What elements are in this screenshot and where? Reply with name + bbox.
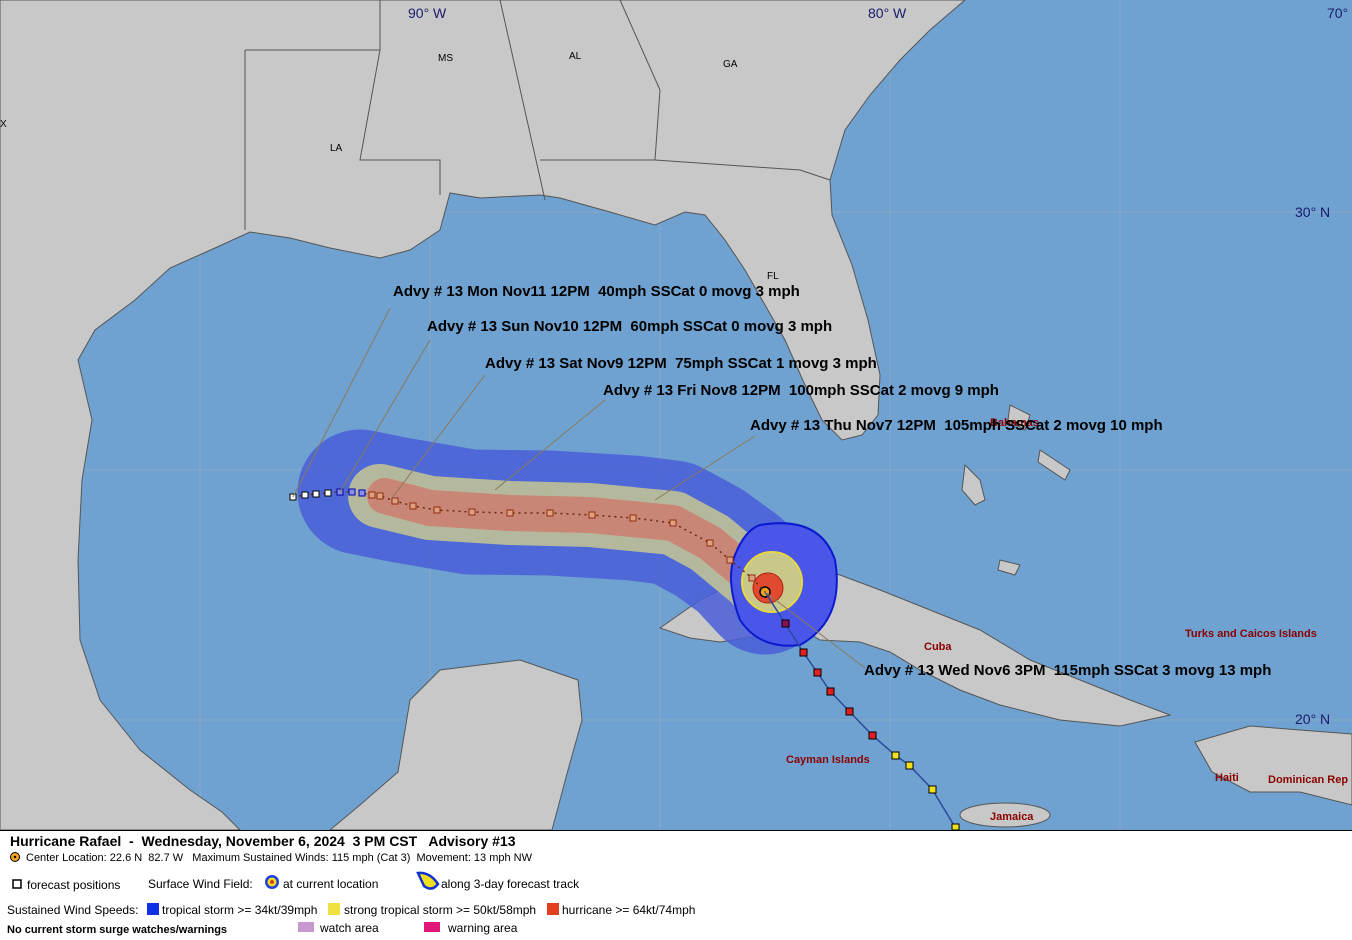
legend-item: hurricane >= 64kt/74mph — [562, 903, 695, 917]
advisory-label: Advy # 13 Sun Nov10 12PM 60mph SSCat 0 m… — [427, 318, 832, 335]
advisory-label: Advy # 13 Thu Nov7 12PM 105mph SSCat 2 m… — [750, 417, 1163, 434]
legend-item: Surface Wind Field: — [148, 877, 253, 891]
legend-title: Hurricane Rafael - Wednesday, November 6… — [10, 833, 516, 849]
current-wind-field — [730, 522, 838, 647]
state-label: X — [0, 119, 7, 130]
lon-label: 80° W — [868, 5, 907, 21]
place-label: Bahamas — [990, 417, 1039, 429]
land — [0, 0, 1352, 831]
legend-item: strong tropical storm >= 50kt/58mph — [344, 903, 536, 917]
legend-item: warning area — [447, 921, 518, 935]
lat-label: 20° N — [1295, 711, 1330, 727]
lon-label: 70° — [1327, 5, 1348, 21]
state-label: GA — [723, 59, 738, 70]
legend-item: No current storm surge watches/warnings — [7, 924, 227, 936]
advisory-label: Advy # 13 Fri Nov8 12PM 100mph SSCat 2 m… — [603, 382, 999, 399]
state-label: LA — [330, 143, 343, 154]
place-label: Cuba — [924, 641, 952, 653]
advisory-label: Advy # 13 Sat Nov9 12PM 75mph SSCat 1 mo… — [485, 355, 877, 372]
place-label: Cayman Islands — [786, 754, 870, 766]
place-label: Jamaica — [990, 811, 1034, 823]
legend-item: watch area — [319, 921, 379, 935]
leader-lines — [292, 307, 866, 669]
legend-item: Sustained Wind Speeds: — [7, 903, 138, 917]
center-info: Center Location: 22.6 N 82.7 W Maximum S… — [26, 852, 533, 864]
legend-item: forecast positions — [27, 878, 120, 892]
place-label: Haiti — [1215, 772, 1239, 784]
state-label: MS — [438, 53, 453, 64]
legend-item: along 3-day forecast track — [441, 877, 580, 891]
lon-label: 90° W — [408, 5, 447, 21]
legend-item: tropical storm >= 34kt/39mph — [162, 903, 317, 917]
past-track — [764, 591, 960, 831]
state-label: FL — [767, 271, 779, 282]
advisory-label: Advy # 13 Wed Nov6 3PM 115mph SSCat 3 mo… — [864, 662, 1271, 679]
lat-label: 30° N — [1295, 204, 1330, 220]
legend-panel: Hurricane Rafael - Wednesday, November 6… — [0, 830, 1352, 940]
place-label: Dominican Rep — [1268, 774, 1348, 786]
legend-item: at current location — [283, 877, 378, 891]
place-label: Turks and Caicos Islands — [1185, 628, 1317, 640]
state-label: AL — [569, 51, 582, 62]
advisory-label: Advy # 13 Mon Nov11 12PM 40mph SSCat 0 m… — [393, 283, 800, 300]
